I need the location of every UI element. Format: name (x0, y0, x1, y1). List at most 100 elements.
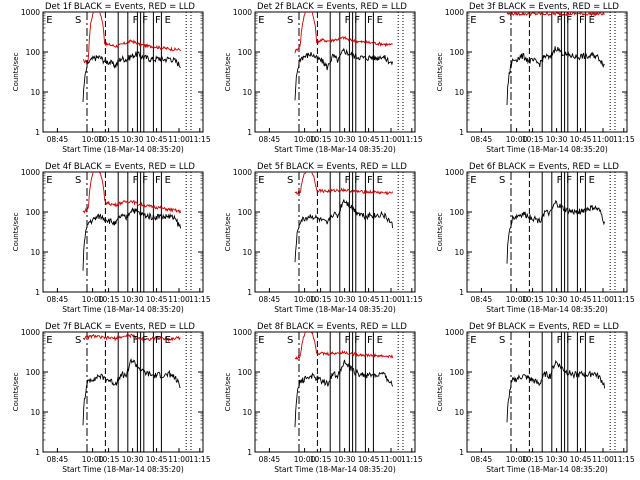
phase-marker: F (579, 335, 585, 346)
phase-marker: F (579, 175, 585, 186)
phase-marker: E (46, 175, 52, 186)
lld-series-line (294, 12, 393, 54)
x-tick-label: 10:00 (294, 295, 316, 304)
plot-area (82, 332, 192, 452)
x-tick-label: 10:45 (570, 455, 592, 464)
chart-panel: Det 6f BLACK = Events, RED = LLD 1 10 100 10… (436, 162, 635, 314)
y-tick-label: 10 (30, 408, 40, 417)
chart-panel: Det 3f BLACK = Events, RED = LLD 1 10 100 10… (436, 2, 635, 154)
phase-marker: E (377, 335, 383, 346)
x-tick-label: 10:15 (98, 295, 120, 304)
plot-area (506, 12, 616, 132)
x-tick-label: 10:00 (294, 135, 316, 144)
y-tick-label: 1000 (21, 328, 40, 337)
x-tick-label: 10:15 (310, 135, 332, 144)
x-tick-label: 10:00 (506, 455, 528, 464)
y-tick-label: 1000 (21, 8, 40, 17)
y-tick-label: 100 (238, 208, 253, 217)
x-tick-label: 08:45 (471, 135, 493, 144)
phase-marker: F (354, 175, 360, 186)
lld-series-line (82, 12, 181, 64)
x-tick-label: 10:30 (122, 455, 144, 464)
y-tick-label: 1 (459, 288, 464, 297)
x-tick-label: 11:00 (380, 455, 402, 464)
plot-area (294, 12, 404, 132)
lld-series-line (294, 332, 394, 361)
x-tick-label: 10:15 (310, 295, 332, 304)
phase-marker: F (345, 335, 351, 346)
y-tick-label: 100 (450, 208, 465, 217)
chart-panel: Det 7f BLACK = Events, RED = LLD 1 10 100 10… (12, 322, 211, 474)
chart-title: Det 8f BLACK = Events, RED = LLD (257, 322, 407, 332)
x-tick-label: 10:00 (294, 455, 316, 464)
phase-marker: S (499, 175, 505, 186)
x-axis-label: Start Time (18-Mar-14 08:35:20) (62, 305, 184, 314)
events-series-line (82, 207, 182, 271)
chart-panel: Det 4f BLACK = Events, RED = LLD 1 10 100 10… (12, 162, 211, 314)
x-tick-label: 10:30 (334, 295, 356, 304)
x-tick-label: 10:30 (122, 135, 144, 144)
y-tick-label: 1 (35, 448, 40, 457)
y-tick-label: 1000 (445, 328, 464, 337)
plot-area (506, 332, 616, 452)
x-axis-label: Start Time (18-Mar-14 08:35:20) (486, 305, 608, 314)
events-series-line (294, 359, 394, 428)
plot-frame (466, 11, 628, 133)
y-tick-label: 100 (26, 208, 41, 217)
plot-area (506, 172, 616, 292)
phase-marker: F (566, 335, 572, 346)
chart-title: Det 9f BLACK = Events, RED = LLD (469, 322, 619, 332)
x-axis-label: Start Time (18-Mar-14 08:35:20) (486, 145, 608, 154)
x-tick-label: 08:45 (259, 455, 281, 464)
y-tick-label: 10 (454, 408, 464, 417)
phase-marker: F (155, 15, 161, 26)
lld-series-line (506, 12, 605, 18)
chart-title: Det 2f BLACK = Events, RED = LLD (257, 2, 407, 12)
phase-marker: F (345, 175, 351, 186)
lld-series-line (294, 172, 394, 196)
plot-frame (42, 171, 204, 293)
phase-marker: F (367, 15, 373, 26)
y-tick-label: 100 (450, 368, 465, 377)
phase-marker: E (470, 15, 476, 26)
phase-marker: E (258, 15, 264, 26)
x-axis-label: Start Time (18-Mar-14 08:35:20) (62, 145, 184, 154)
phase-marker: S (75, 175, 81, 186)
phase-marker: F (155, 175, 161, 186)
phase-marker: E (165, 175, 171, 186)
phase-marker: F (345, 15, 351, 26)
chart-panel: Det 2f BLACK = Events, RED = LLD 1 10 100 10… (224, 2, 423, 154)
x-tick-label: 11:00 (380, 135, 402, 144)
y-tick-label: 100 (26, 48, 41, 57)
x-tick-label: 11:15 (613, 135, 635, 144)
plot-frame (254, 11, 416, 133)
chart-panel: Det 9f BLACK = Events, RED = LLD 1 10 100 10… (436, 322, 635, 474)
x-tick-label: 08:45 (471, 455, 493, 464)
plot-frame (254, 331, 416, 453)
phase-marker: F (579, 15, 585, 26)
y-axis-label: Counts/sec (224, 373, 232, 412)
y-axis-label: Counts/sec (12, 213, 20, 252)
chart-title: Det 7f BLACK = Events, RED = LLD (45, 322, 195, 332)
events-series-line (294, 199, 394, 263)
y-axis-label: Counts/sec (224, 53, 232, 92)
plot-frame (466, 331, 628, 453)
phase-marker: E (470, 175, 476, 186)
y-tick-label: 1 (35, 288, 40, 297)
phase-marker: F (367, 175, 373, 186)
lld-series-line (82, 333, 181, 342)
x-tick-label: 10:15 (522, 455, 544, 464)
plot-frame (42, 331, 204, 453)
x-tick-label: 11:15 (401, 135, 423, 144)
phase-marker: F (354, 15, 360, 26)
x-tick-label: 10:45 (146, 455, 168, 464)
events-series-line (506, 199, 606, 264)
phase-marker: E (377, 15, 383, 26)
phase-marker: E (589, 175, 595, 186)
y-axis-label: Counts/sec (224, 213, 232, 252)
plot-area (294, 332, 404, 452)
y-tick-label: 1 (247, 288, 252, 297)
x-tick-label: 11:00 (168, 455, 190, 464)
x-tick-label: 11:15 (613, 455, 635, 464)
